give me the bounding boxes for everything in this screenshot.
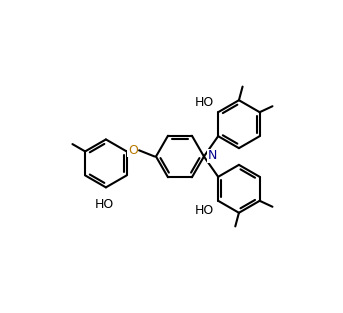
Text: N: N	[207, 149, 217, 162]
Text: HO: HO	[95, 198, 114, 211]
Text: O: O	[128, 144, 138, 157]
Text: HO: HO	[195, 96, 214, 109]
Text: N: N	[207, 149, 217, 162]
Text: HO: HO	[195, 204, 214, 217]
